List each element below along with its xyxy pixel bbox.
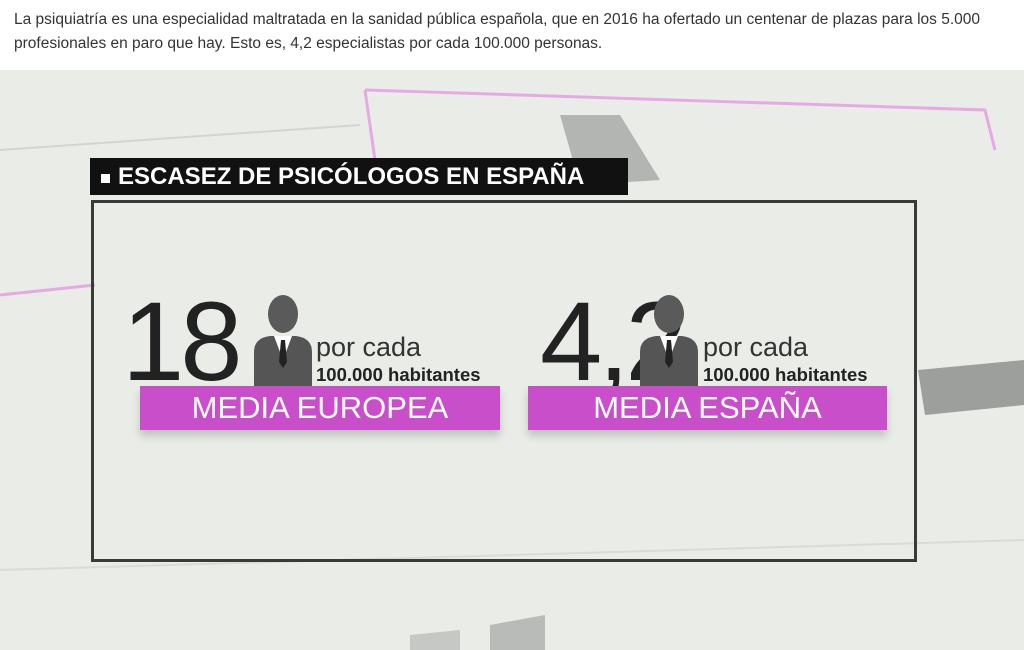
stat-number: 18: [122, 279, 243, 404]
stat: 18 por cada 100.000 habitantes MEDIA EUR…: [122, 282, 512, 440]
per-text: por cada: [316, 332, 422, 362]
per-text: por cada: [703, 332, 809, 362]
pink-line: [0, 283, 96, 297]
person-icon: [254, 295, 312, 386]
infographic-box: [91, 200, 917, 562]
grid-line: [0, 539, 1024, 571]
tie: [665, 340, 673, 368]
grey-shape: [490, 615, 545, 650]
grey-shape: [410, 630, 460, 650]
head: [654, 295, 684, 333]
tie: [279, 340, 287, 368]
stat: 4,2 por cada 100.000 habitantes MEDIA ES…: [528, 282, 930, 440]
grid-line: [0, 124, 361, 151]
pink-line: [364, 88, 997, 151]
label-banner: MEDIA ESPAÑA: [528, 386, 887, 430]
head: [268, 295, 298, 333]
person-icon: [640, 295, 698, 386]
video-frame: ESCASEZ DE PSICÓLOGOS EN ESPAÑA 18 por c…: [0, 70, 1024, 650]
caption: La psiquiatría es una especialidad maltr…: [14, 11, 981, 52]
unit-text: 100.000 habitantes: [703, 364, 868, 385]
grey-shape: [918, 360, 1024, 415]
pink-line: [363, 89, 377, 161]
label-banner: MEDIA EUROPEA: [140, 386, 500, 430]
infographic-title: ESCASEZ DE PSICÓLOGOS EN ESPAÑA: [90, 158, 628, 195]
unit-text: 100.000 habitantes: [316, 364, 481, 385]
